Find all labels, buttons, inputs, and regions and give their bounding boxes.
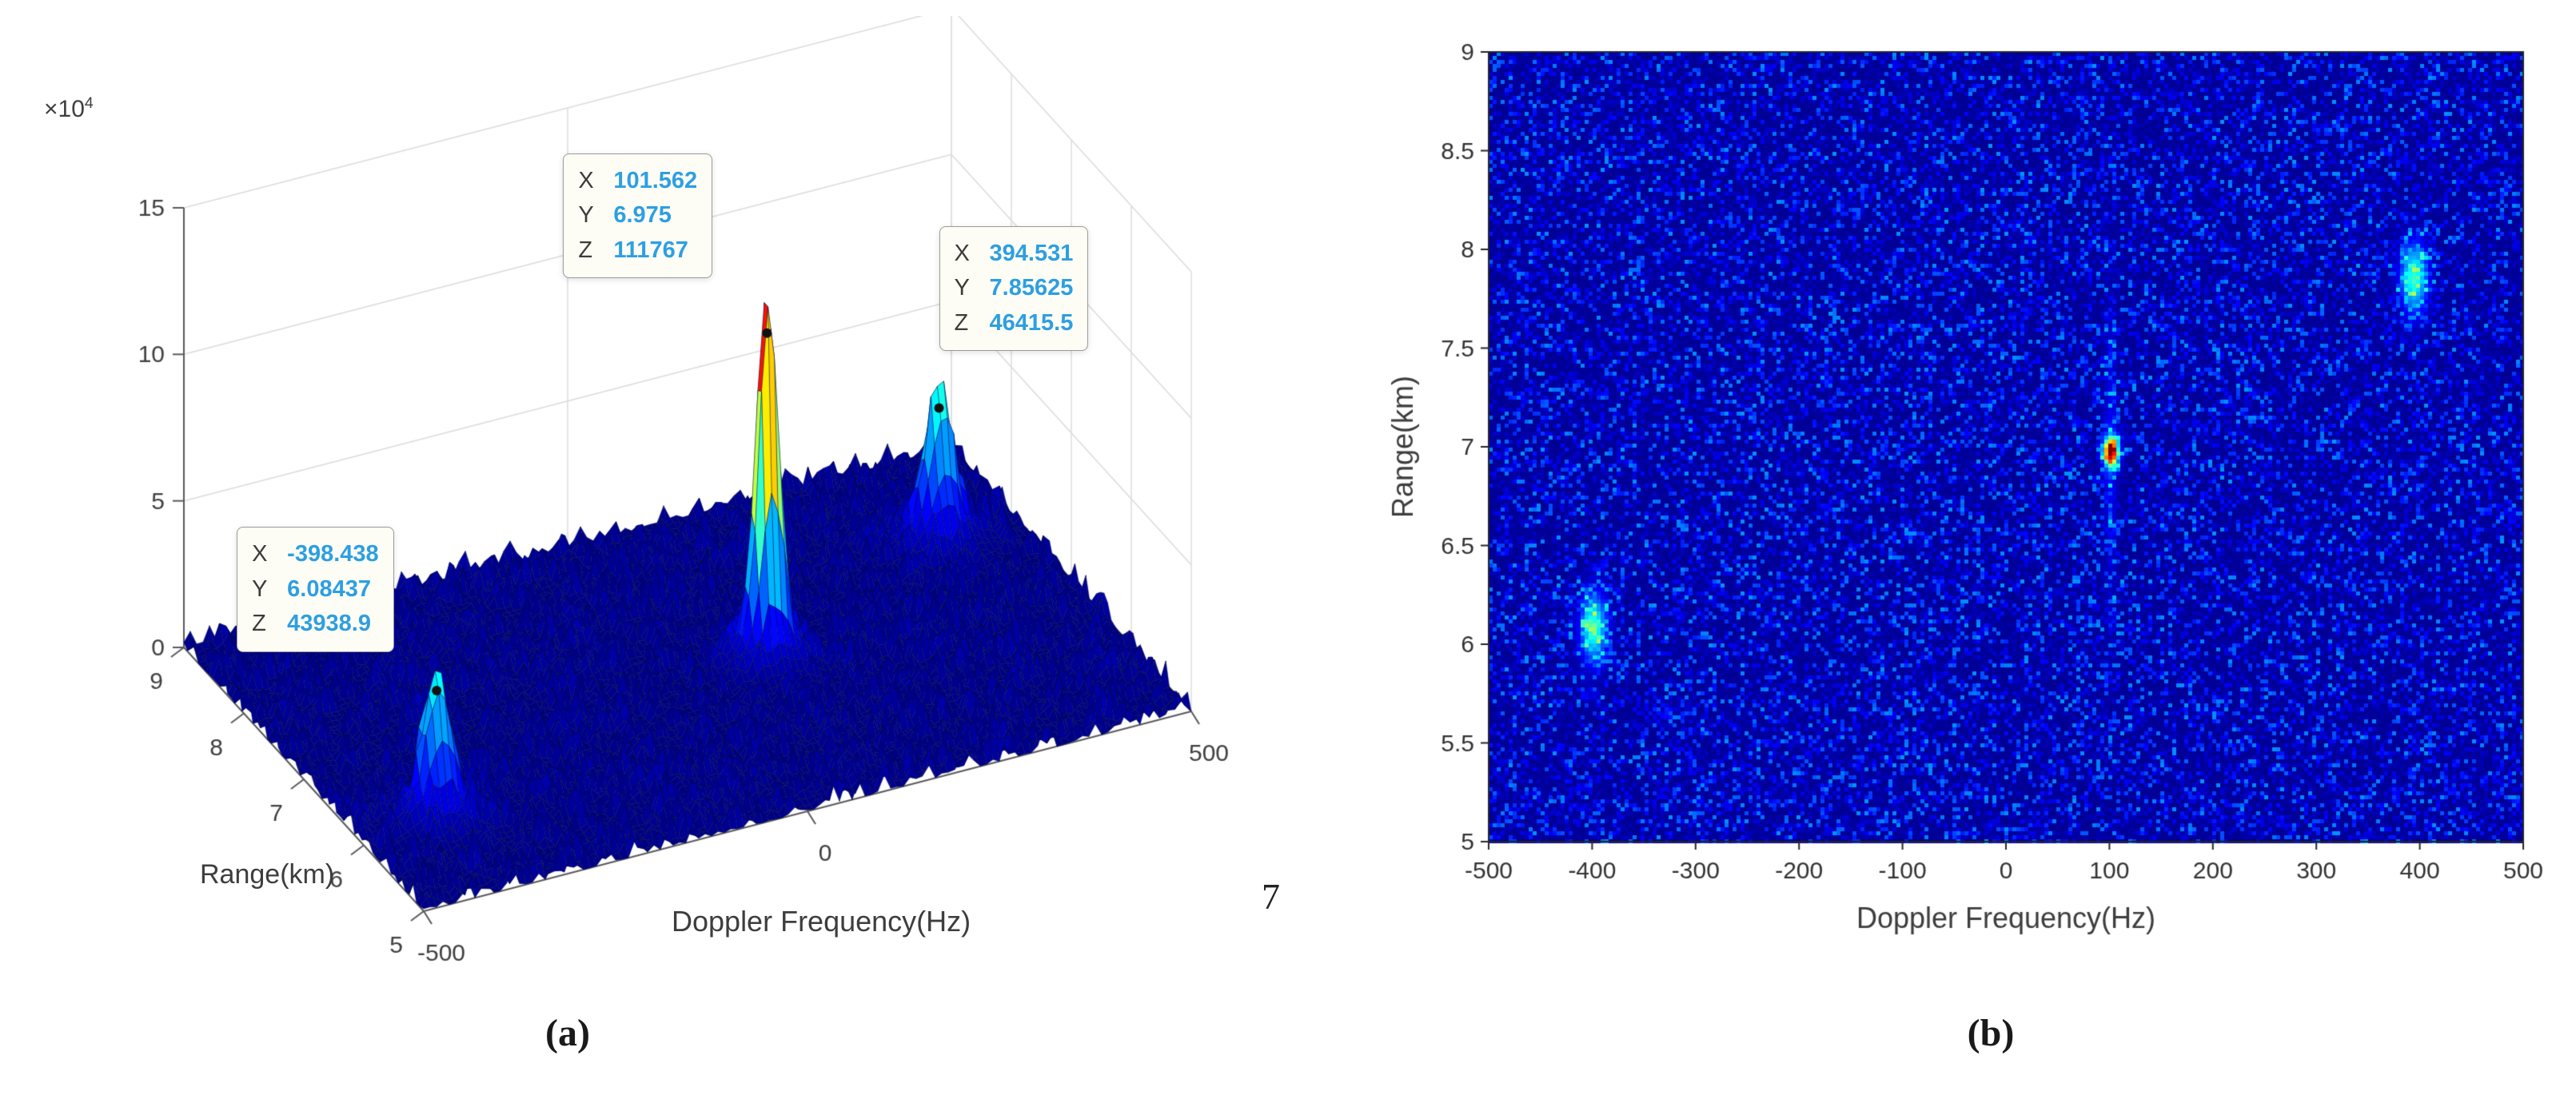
datatip-value: 43938.9 [287, 611, 371, 637]
datatip-row: X -398.438 [252, 537, 379, 572]
datatip-axis-letter: Z [954, 309, 969, 336]
datatip-row: Z 46415.5 [955, 306, 1074, 341]
datatip-axis-letter: Z [578, 237, 593, 263]
caption-b: (b) [1967, 1012, 2015, 1054]
range-doppler-map-canvas [1369, 12, 2568, 1003]
datatip-axis-letter: X [252, 541, 268, 567]
datatip-row: Z 43938.9 [252, 607, 379, 642]
datatip-value: 46415.5 [989, 309, 1074, 336]
datatip-row: Y 6.975 [578, 198, 697, 233]
datatip-row: Z 111767 [578, 233, 697, 269]
page-number: 7 [1262, 876, 1280, 917]
datatip-row: Y 7.85625 [955, 271, 1074, 306]
datatip-2: X 394.531 Y 7.85625 Z 46415.5 [939, 225, 1089, 352]
datatip-axis-letter: Z [252, 611, 266, 637]
z-exponent-base: ×10 [44, 96, 85, 122]
datatip-3: X -398.438 Y 6.08437 Z 43938.9 [237, 527, 394, 652]
range-axis-label: Range(km) [200, 859, 335, 890]
datatip-row: Y 6.08437 [252, 572, 379, 607]
datatip-value: 7.85625 [989, 275, 1074, 301]
datatip-axis-letter: Y [954, 275, 970, 301]
doppler-axis-label: Doppler Frequency(Hz) [672, 905, 971, 938]
datatip-value: -398.438 [287, 541, 379, 567]
z-exponent-power: 4 [84, 94, 94, 112]
datatip-axis-letter: Y [578, 202, 594, 229]
datatip-value: 6.975 [613, 202, 672, 229]
datatip-1: X 101.562 Y 6.975 Z 111767 [563, 153, 713, 279]
datatip-axis-letter: X [954, 240, 970, 266]
datatip-value: 101.562 [613, 167, 698, 193]
datatip-value: 394.531 [989, 240, 1074, 266]
datatip-value: 111767 [613, 237, 688, 263]
caption-a: (a) [545, 1012, 590, 1054]
z-axis-exponent-label: ×104 [44, 94, 94, 123]
datatip-row: X 101.562 [578, 164, 697, 199]
datatip-value: 6.08437 [287, 575, 371, 602]
datatip-axis-letter: X [578, 167, 594, 193]
datatip-row: X 394.531 [955, 237, 1074, 272]
datatip-axis-letter: Y [252, 575, 268, 602]
